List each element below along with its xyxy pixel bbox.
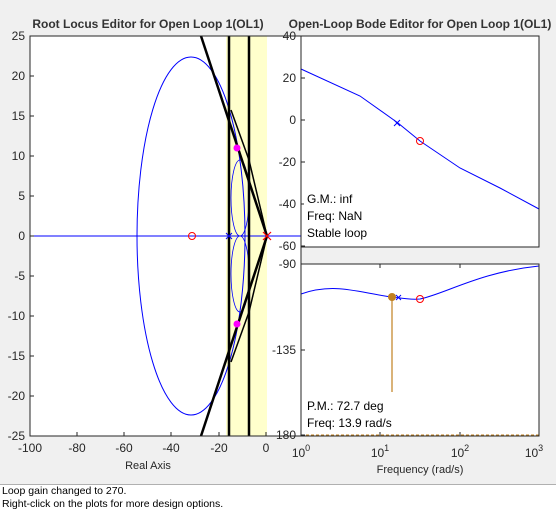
phase-response-curve[interactable] [300, 265, 540, 300]
rl-ytick: 5 [18, 189, 25, 203]
root-locus-x-tick-marks [29, 432, 267, 436]
magnitude-y-tick-marks [301, 35, 305, 247]
gain-margin-info-background [304, 188, 374, 244]
rl-ytick: -10 [8, 309, 26, 323]
pole-marker-left[interactable] [225, 232, 233, 240]
root-locus-x-tick-labels: -100 -80 -60 -40 -20 0 [18, 441, 270, 455]
magnitude-response-curve[interactable] [300, 68, 540, 210]
mag-ytick: -40 [279, 197, 297, 211]
phase-pole-marker[interactable] [395, 294, 402, 301]
rl-xtick: -80 [68, 441, 86, 455]
pole-marker-origin[interactable] [262, 231, 272, 241]
loop-stability-text: Stable loop [307, 226, 367, 240]
magnitude-pole-marker[interactable] [393, 119, 401, 127]
status-line-gain: Loop gain changed to 270. [2, 485, 127, 497]
root-locus-y-tick-marks [30, 35, 34, 437]
rl-xtick: -100 [18, 441, 42, 455]
phase-zero-marker[interactable] [416, 295, 424, 303]
mag-ytick: -60 [279, 239, 297, 253]
design-editor-canvas: Root Locus Editor for Open Loop 1(OL1) [8, 17, 552, 476]
phase-ytick: -180 [272, 428, 296, 442]
closed-loop-pole-upper[interactable] [233, 144, 241, 152]
frequency-constraint-lower-ext [230, 311, 250, 363]
rl-xtick: 0 [263, 441, 270, 455]
mag-ytick: -20 [279, 155, 297, 169]
frequency-tick-labels: 100 101 102 103 [292, 443, 543, 460]
closed-loop-pole-lower[interactable] [233, 320, 241, 328]
frequency-tick-marks [379, 264, 461, 436]
phase-crossover-frequency-text: Freq: 13.9 rad/s [307, 416, 392, 430]
rl-ytick: 25 [12, 29, 26, 43]
root-locus-plot[interactable] [29, 35, 302, 437]
mag-ytick: 0 [289, 113, 296, 127]
phase-margin-marker[interactable] [388, 293, 396, 301]
magnitude-zero-marker[interactable] [416, 137, 424, 145]
phase-ytick: -90 [279, 257, 297, 271]
root-locus-y-tick-labels: 25 20 15 10 5 0 -5 -10 -15 -20 -25 [8, 29, 26, 443]
rl-ytick: -25 [8, 429, 26, 443]
root-locus-title: Root Locus Editor for Open Loop 1(OL1) [32, 17, 263, 31]
bode-title: Open-Loop Bode Editor for Open Loop 1(OL… [289, 17, 552, 31]
rl-xtick: -60 [115, 441, 133, 455]
phase-y-tick-marks [301, 263, 305, 436]
frequency-constraint-lower[interactable] [248, 235, 268, 313]
freq-tick-label: 102 [451, 443, 469, 460]
status-bar: Loop gain changed to 270. Right-click on… [0, 484, 556, 514]
rl-xtick: -40 [162, 441, 180, 455]
gain-margin-info: G.M.: inf Freq: NaN Stable loop [304, 188, 374, 244]
phase-margin-info: P.M.: 72.7 deg Freq: 13.9 rad/s [304, 396, 402, 432]
status-line-hint: Right-click on the plots for more design… [2, 498, 224, 510]
gain-crossover-frequency-text: Freq: NaN [307, 209, 362, 223]
zero-marker[interactable] [188, 232, 196, 240]
frequency-constraint-upper[interactable] [248, 159, 268, 237]
phase-ytick: -135 [272, 343, 296, 357]
damping-constraint-lower[interactable] [199, 235, 269, 437]
bode-xlabel: Frequency (rad/s) [377, 464, 464, 476]
rl-ytick: -15 [8, 349, 26, 363]
rl-ytick: -5 [14, 269, 25, 283]
mag-ytick: 20 [283, 71, 297, 85]
magnitude-y-tick-labels: 40 20 0 -20 -40 -60 [279, 29, 297, 253]
mag-ytick: 40 [283, 29, 297, 43]
rl-ytick: -20 [8, 389, 26, 403]
damping-constraint-upper[interactable] [199, 35, 269, 237]
freq-tick-label: 101 [371, 443, 389, 460]
rl-ytick: 20 [12, 69, 26, 83]
frequency-constraint-upper-ext [230, 109, 250, 161]
phase-margin-info-background [304, 396, 402, 432]
freq-tick-label: 103 [525, 443, 543, 460]
rl-ytick: 10 [12, 149, 26, 163]
bode-magnitude-axes-frame [300, 35, 540, 248]
rl-xtick: -20 [210, 441, 228, 455]
freq-tick-label: 100 [292, 443, 310, 460]
rl-ytick: 15 [12, 109, 26, 123]
phase-y-tick-labels: -90 -135 -180 [272, 257, 296, 442]
phase-margin-text: P.M.: 72.7 deg [307, 399, 384, 413]
gain-margin-text: G.M.: inf [307, 192, 353, 206]
root-locus-xlabel: Real Axis [125, 460, 171, 472]
rl-ytick: 0 [18, 229, 25, 243]
